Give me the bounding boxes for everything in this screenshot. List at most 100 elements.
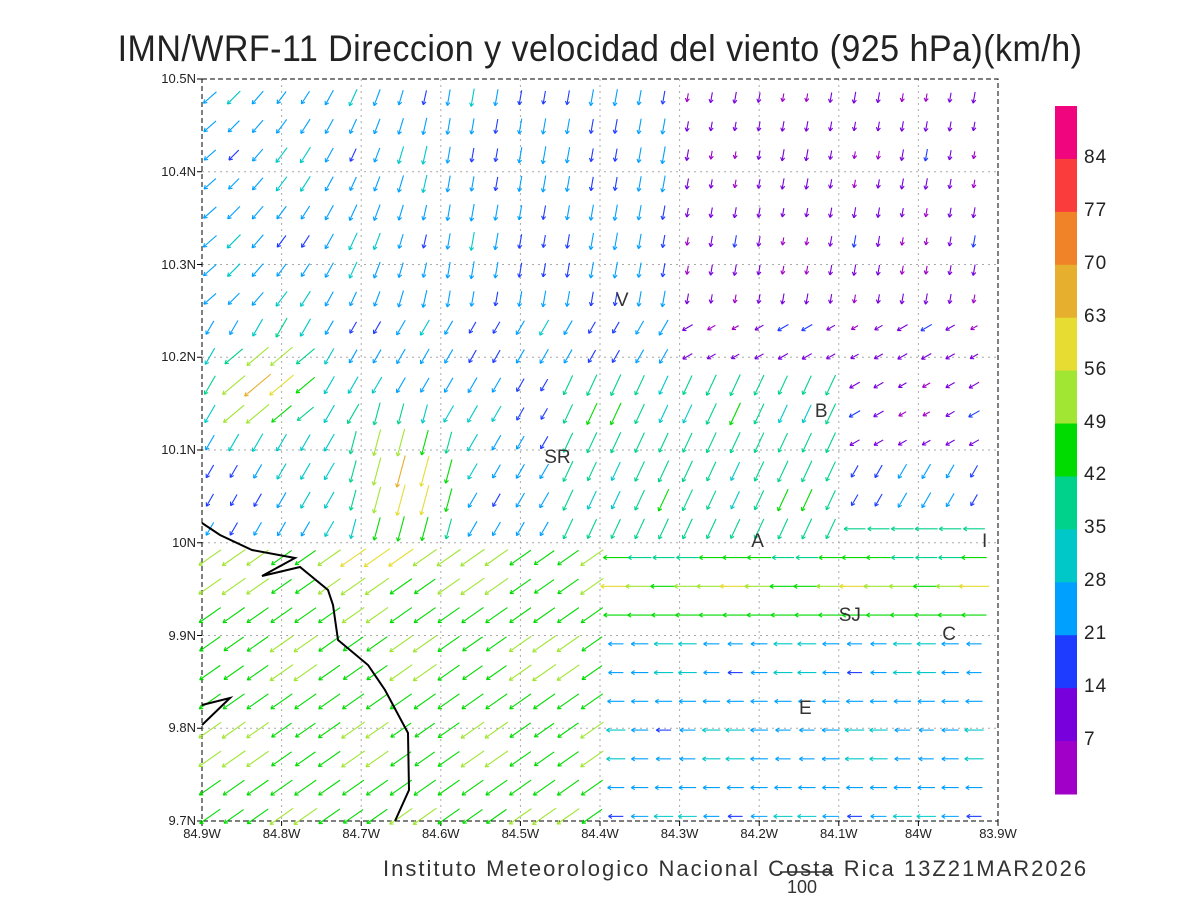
wind-vector xyxy=(805,121,809,132)
wind-vector-head xyxy=(485,791,489,796)
wind-vector-head xyxy=(917,785,922,789)
wind-vector-head xyxy=(566,101,570,106)
wind-vector-head xyxy=(226,272,230,277)
wind-vector-head xyxy=(612,301,616,306)
wind-vector-head xyxy=(446,245,451,250)
wind-vector xyxy=(246,607,269,624)
wind-vector-head xyxy=(373,130,378,135)
wind-vector xyxy=(203,149,217,161)
wind-vector xyxy=(566,262,570,278)
wind-vector-head xyxy=(600,583,605,587)
wind-vector-head xyxy=(371,451,375,456)
wind-vector-head xyxy=(276,101,282,105)
wind-vector-head xyxy=(492,360,497,364)
wind-vector-head xyxy=(224,359,227,364)
wind-vector-head xyxy=(251,303,257,306)
wind-vector-head xyxy=(296,391,301,394)
wind-vector xyxy=(590,148,594,162)
wind-vector-head xyxy=(853,127,857,132)
wind-vector-head xyxy=(805,157,809,162)
wind-vector-head xyxy=(630,641,635,645)
wind-vector-head xyxy=(636,216,639,221)
wind-vector xyxy=(637,176,642,192)
wind-vector xyxy=(533,693,556,710)
wind-vector-head xyxy=(251,214,254,220)
wind-vector-head xyxy=(251,272,254,277)
wind-vector xyxy=(324,291,334,307)
wind-vector-head xyxy=(901,98,905,103)
wind-vector-head xyxy=(516,360,521,364)
wind-vector xyxy=(294,779,317,796)
wind-vector xyxy=(661,118,666,135)
wind-vector xyxy=(343,809,364,824)
wind-vector xyxy=(276,119,288,134)
wind-vector-head xyxy=(389,647,392,652)
wind-vector-head xyxy=(894,727,899,731)
wind-vector xyxy=(686,265,689,275)
wind-vector-head xyxy=(702,785,707,789)
wind-vector xyxy=(318,808,341,825)
wind-vector-head xyxy=(396,361,401,365)
wind-vector xyxy=(590,204,594,221)
wind-vector-head xyxy=(397,538,401,542)
wind-vector-head xyxy=(542,130,546,135)
wind-vector-head xyxy=(901,271,905,275)
wind-vector-head xyxy=(612,186,616,191)
wind-vector-head xyxy=(245,419,249,424)
wind-vector-head xyxy=(588,157,592,162)
wind-vector-head xyxy=(901,157,905,162)
wind-vector-head xyxy=(825,478,830,482)
wind-vector-head xyxy=(226,100,229,105)
wind-vector xyxy=(484,721,509,739)
wind-vector-head xyxy=(725,727,730,731)
wind-vector-head xyxy=(733,99,738,104)
wind-vector xyxy=(363,548,391,568)
wind-vector-head xyxy=(874,326,878,331)
wind-vector xyxy=(365,721,389,739)
wind-vector-head xyxy=(893,672,898,676)
wind-vector-head xyxy=(968,384,972,389)
wind-vector xyxy=(757,92,761,103)
wind-vector-head xyxy=(946,504,951,508)
wind-vector-head xyxy=(706,478,711,482)
wind-vector-head xyxy=(293,676,297,681)
wind-vector-head xyxy=(413,589,417,594)
wind-vector xyxy=(682,404,693,424)
wind-vector-head xyxy=(590,187,594,192)
wind-vector-head xyxy=(468,533,473,537)
wind-vector-head xyxy=(540,446,545,450)
wind-vector-head xyxy=(773,643,778,647)
wind-vector-head xyxy=(915,557,920,561)
wind-vector-head xyxy=(798,700,803,704)
wind-vector xyxy=(226,234,241,249)
wind-vector-head xyxy=(935,585,940,589)
wind-vector xyxy=(222,779,245,796)
wind-vector xyxy=(270,346,293,366)
wind-vector-head xyxy=(580,590,583,595)
wind-vector xyxy=(540,378,549,392)
wind-vector-head xyxy=(398,131,402,135)
wind-vector-head xyxy=(734,299,738,304)
wind-vector xyxy=(637,118,642,134)
wind-vector-head xyxy=(725,758,730,762)
wind-vector xyxy=(422,204,428,221)
wind-vector-head xyxy=(437,647,441,652)
wind-vector-head xyxy=(877,214,881,218)
wind-vector-head xyxy=(945,412,949,417)
wind-vector xyxy=(317,578,341,595)
wind-vector xyxy=(246,578,270,595)
wind-vector-head xyxy=(372,274,375,279)
wind-vector-head xyxy=(793,585,798,589)
wind-vector-head xyxy=(494,302,499,307)
wind-vector-head xyxy=(829,214,834,218)
wind-vector-head xyxy=(630,643,635,647)
wind-vector-head xyxy=(702,756,707,760)
wind-vector-head xyxy=(468,360,473,364)
wind-vector-head xyxy=(396,537,399,542)
wind-vector xyxy=(460,577,485,596)
wind-vector-head xyxy=(467,476,472,480)
wind-vector xyxy=(349,460,357,483)
wind-vector-head xyxy=(877,127,881,132)
wind-vector xyxy=(706,518,717,539)
wind-vector-head xyxy=(893,643,898,647)
